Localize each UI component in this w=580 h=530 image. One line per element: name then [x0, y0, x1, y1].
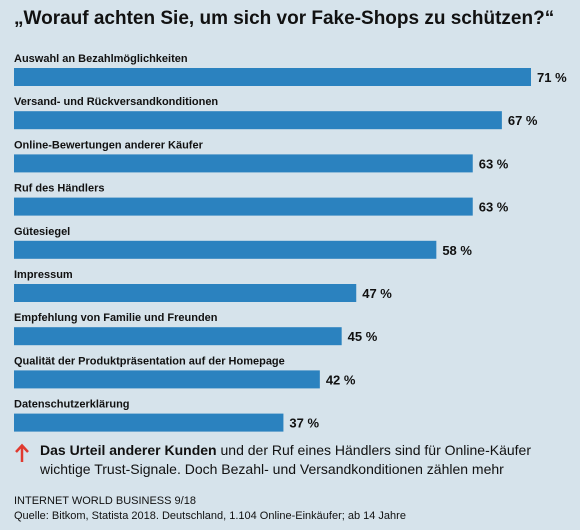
- bar: [14, 68, 531, 86]
- source-info: INTERNET WORLD BUSINESS 9/18 Quelle: Bit…: [14, 494, 570, 524]
- bar: [14, 284, 357, 302]
- bar: [14, 240, 437, 259]
- category-label: Gütesiegel: [14, 226, 70, 238]
- value-label: 63 %: [479, 200, 509, 215]
- up-arrow-icon: [15, 443, 29, 462]
- value-label: 63 %: [479, 156, 509, 171]
- summary-bold: Das Urteil anderer Kunden: [40, 442, 217, 458]
- bar: [14, 154, 473, 173]
- bar: [14, 327, 342, 346]
- category-label: Impressum: [14, 269, 73, 281]
- value-label: 42 %: [326, 372, 356, 387]
- category-label: Empfehlung von Familie und Freunden: [14, 312, 218, 324]
- category-label: Auswahl an Bezahlmöglichkeiten: [14, 53, 188, 65]
- summary-text: Das Urteil anderer Kunden und der Ruf ei…: [40, 441, 570, 479]
- summary-note: Das Urteil anderer Kunden und der Ruf ei…: [14, 441, 570, 479]
- bar: [14, 370, 320, 389]
- bar: [14, 197, 473, 216]
- chart-title: „Worauf achten Sie, um sich vor Fake-Sho…: [14, 8, 555, 29]
- value-label: 45 %: [348, 329, 378, 344]
- value-label: 67 %: [508, 113, 538, 128]
- category-label: Qualität der Produktpräsentation auf der…: [14, 355, 285, 367]
- value-label: 71 %: [537, 70, 567, 85]
- bar: [14, 413, 284, 432]
- value-label: 47 %: [362, 286, 392, 301]
- value-label: 58 %: [442, 243, 472, 258]
- category-label: Versand- und Rückversandkonditionen: [14, 96, 218, 108]
- category-label: Datenschutzerklärung: [14, 399, 130, 411]
- publication-line: INTERNET WORLD BUSINESS 9/18: [14, 495, 196, 507]
- category-label: Ruf des Händlers: [14, 183, 104, 195]
- value-label: 37 %: [289, 416, 319, 431]
- bar-chart: Auswahl an Bezahlmöglichkeiten 71 % Versan…: [14, 53, 567, 432]
- category-label: Online-Bewertungen anderer Käufer: [14, 139, 204, 151]
- summary-rest: und der Ruf eines Händlers sind für Onli…: [40, 442, 532, 477]
- bar: [14, 111, 502, 130]
- source-line: Quelle: Bitkom, Statista 2018. Deutschla…: [14, 510, 406, 522]
